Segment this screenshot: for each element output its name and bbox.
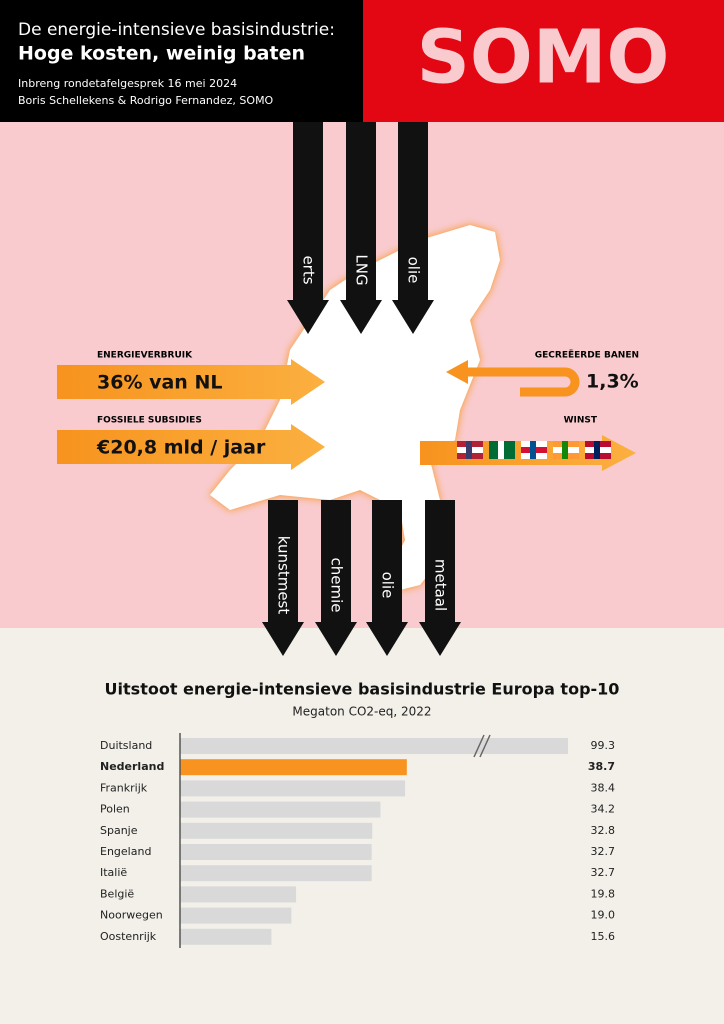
category-label: Duitsland <box>100 739 152 752</box>
category-label: Spanje <box>100 824 138 837</box>
flag <box>498 441 504 459</box>
category-label: Nederland <box>100 760 164 773</box>
down-arrow <box>287 122 329 334</box>
flow-label: LNG <box>353 254 371 285</box>
value-label: 19.0 <box>591 909 616 922</box>
down-arrow <box>366 500 408 656</box>
flag <box>530 441 536 459</box>
bar <box>180 865 372 882</box>
category-label: Frankrijk <box>100 781 148 794</box>
down-arrow <box>340 122 382 334</box>
header-bg <box>0 0 363 122</box>
value-label: 99.3 <box>591 739 616 752</box>
down-arrow <box>419 500 461 656</box>
jobs-arrow <box>465 367 580 397</box>
header-subtitle: Inbreng rondetafelgesprek 16 mei 2024 <box>18 77 237 90</box>
category-label: Engeland <box>100 845 151 858</box>
jobs-arrow-head <box>446 360 468 384</box>
bar <box>180 844 372 860</box>
bar <box>180 738 568 754</box>
subsidies-label: FOSSIELE SUBSIDIES <box>97 416 202 426</box>
energy-label: ENERGIEVERBRUIK <box>97 351 193 361</box>
logo-bg <box>363 0 724 122</box>
orange-arrow <box>57 424 325 470</box>
flow-label: kunstmest <box>275 536 293 615</box>
logo: SOMO <box>417 15 670 101</box>
flow-label: olie <box>405 257 423 284</box>
bar <box>180 822 373 839</box>
chart: Duitsland 99.3 Nederland 38.7 Frankrijk 38.4 P… <box>100 733 616 948</box>
flow-label: metaal <box>432 559 450 611</box>
profit-label: WINST <box>564 416 598 426</box>
flag <box>594 441 600 459</box>
bar <box>180 886 297 903</box>
map <box>210 225 500 590</box>
axis-break <box>473 734 491 758</box>
flag <box>466 441 472 459</box>
down-arrow <box>392 122 434 334</box>
value-label: 32.8 <box>591 824 616 837</box>
bar <box>180 928 272 945</box>
chart-title: Uitstoot energie-intensieve basisindustr… <box>105 680 620 699</box>
header-line: De energie-intensieve basisindustrie: <box>18 20 335 40</box>
bars <box>180 738 568 945</box>
bar <box>180 759 407 776</box>
down-arrow <box>315 500 357 656</box>
header-title: Hoge kosten, weinig baten <box>18 43 305 65</box>
category-label: Polen <box>100 803 130 816</box>
flow-label: chemie <box>328 558 346 613</box>
bar <box>180 907 292 924</box>
category-label: België <box>100 887 134 900</box>
value-label: 32.7 <box>591 866 616 879</box>
bar <box>180 780 406 797</box>
value-label: 32.7 <box>591 845 616 858</box>
value-label: 38.4 <box>591 781 616 794</box>
arrows: erts LNG olie kunstmest chemie olie metaal <box>57 122 636 656</box>
jobs-value: 1,3% <box>586 371 639 393</box>
orange-arrow <box>57 359 325 405</box>
value-label: 15.6 <box>591 930 616 943</box>
jobs-label: GECREËERDE BANEN <box>535 350 639 361</box>
bar <box>180 801 381 818</box>
category-label: Italië <box>100 866 127 879</box>
down-arrow <box>262 500 304 656</box>
category-label: Oostenrijk <box>100 930 157 943</box>
chart-subtitle: Megaton CO2-eq, 2022 <box>292 705 431 719</box>
energy-value: 36% van NL <box>97 372 222 394</box>
value-label: 19.8 <box>591 887 616 900</box>
flag <box>562 441 568 459</box>
category-label: Noorwegen <box>100 909 163 922</box>
value-label: 38.7 <box>588 760 615 773</box>
flow-label: erts <box>300 255 318 284</box>
flow-label: olie <box>379 572 397 599</box>
subsidies-value: €20,8 mld / jaar <box>96 437 266 459</box>
header-authors: Boris Schellekens & Rodrigo Fernandez, S… <box>18 94 274 107</box>
value-label: 34.2 <box>591 803 616 816</box>
